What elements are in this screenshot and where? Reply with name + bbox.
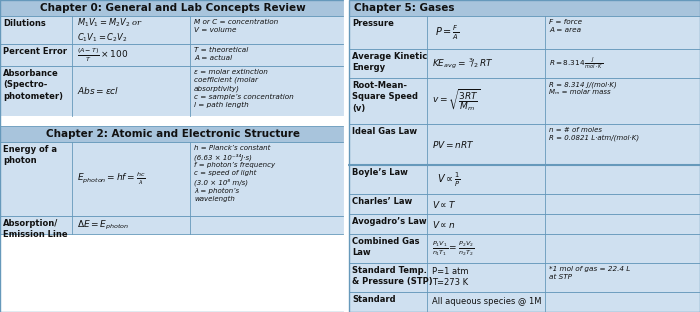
Bar [349,165,700,194]
Bar [0,16,346,44]
Bar [0,66,346,116]
Text: n = # of moles
R = 0.0821 L·atm/(mol·K): n = # of moles R = 0.0821 L·atm/(mol·K) [549,127,639,141]
Text: Chapter 0: General and Lab Concepts Review: Chapter 0: General and Lab Concepts Revi… [40,3,306,13]
Text: T = theoretical
A = actual: T = theoretical A = actual [194,47,248,61]
Text: $V \propto \frac{1}{P}$: $V \propto \frac{1}{P}$ [437,170,461,189]
Bar [349,292,700,312]
Text: Average Kinetic
Energy: Average Kinetic Energy [352,52,427,72]
Text: $\frac{P_1V_1}{n_1T_1} = \frac{P_2V_2}{n_2T_2}$: $\frac{P_1V_1}{n_1T_1} = \frac{P_2V_2}{n… [432,239,475,258]
Text: Avogadro’s Law: Avogadro’s Law [352,217,426,226]
Text: $V \propto T$: $V \propto T$ [432,198,456,209]
Text: Chapter 2: Atomic and Electronic Structure: Chapter 2: Atomic and Electronic Structu… [46,129,300,139]
Text: $PV = nRT$: $PV = nRT$ [432,139,475,150]
Bar [349,263,700,292]
Text: Energy of a
photon: Energy of a photon [3,145,57,165]
Text: $\frac{(A-T)}{T} \times 100$: $\frac{(A-T)}{T} \times 100$ [77,46,129,64]
Text: Chapter 5: Gases: Chapter 5: Gases [354,3,454,13]
Text: Percent Error: Percent Error [3,47,67,56]
Bar [0,216,346,234]
Text: $R = 8.314\,\frac{J}{mol \cdot K}$: $R = 8.314\,\frac{J}{mol \cdot K}$ [549,56,603,71]
Text: *1 mol of gas = 22.4 L
at STP: *1 mol of gas = 22.4 L at STP [549,266,630,280]
Text: $\Delta E = E_{photon}$: $\Delta E = E_{photon}$ [77,218,130,232]
Text: R = 8.314 J/(mol·K)
Mₘ = molar mass: R = 8.314 J/(mol·K) Mₘ = molar mass [549,81,617,95]
Text: $E_{photon} = hf = \frac{hc}{\lambda}$: $E_{photon} = hf = \frac{hc}{\lambda}$ [77,171,146,187]
Text: F = force
A = area: F = force A = area [549,19,582,33]
Bar [349,78,700,124]
Bar [349,49,700,78]
Bar [349,194,700,214]
Text: Charles’ Law: Charles’ Law [352,197,412,206]
Text: All aqueous species @ 1M: All aqueous species @ 1M [432,298,542,306]
Text: Ideal Gas Law: Ideal Gas Law [352,127,417,136]
Bar [0,142,346,216]
Text: $M_1V_1 = M_2V_2$ or
$C_1V_1 = C_2V_2$: $M_1V_1 = M_2V_2$ or $C_1V_1 = C_2V_2$ [77,16,144,44]
Bar [349,0,700,16]
Text: Absorbance
(Spectro-
photometer): Absorbance (Spectro- photometer) [3,69,63,101]
Bar [349,214,700,234]
Bar [349,234,700,263]
Text: $P = \frac{F}{A}$: $P = \frac{F}{A}$ [435,23,459,41]
Bar [0,126,346,142]
Text: $Abs = \varepsilon cl$: $Abs = \varepsilon cl$ [77,85,120,96]
Text: M or C = concentration
V = volume: M or C = concentration V = volume [194,19,279,33]
Text: ε = molar extinction
coefficient (molar
absorptivity)
c = sample’s concentration: ε = molar extinction coefficient (molar … [194,69,294,108]
Text: Boyle’s Law: Boyle’s Law [352,168,408,177]
Text: Standard Temp.
& Pressure (STP): Standard Temp. & Pressure (STP) [352,266,433,286]
Bar [349,16,700,49]
Text: Standard: Standard [352,295,396,304]
Text: $KE_{avg} = \,^3\!/_2\, RT$: $KE_{avg} = \,^3\!/_2\, RT$ [432,56,494,71]
Text: Dilutions: Dilutions [3,19,45,28]
Text: Absorption/
Emission Line: Absorption/ Emission Line [3,219,68,239]
Bar [0,0,346,16]
Bar [349,0,700,312]
Bar [0,0,346,312]
Text: P=1 atm
T=273 K: P=1 atm T=273 K [432,267,468,287]
Bar [0,44,346,66]
Text: Root-Mean-
Square Speed
(v): Root-Mean- Square Speed (v) [352,81,418,113]
Text: $v = \sqrt{\dfrac{3RT}{M_m}}$: $v = \sqrt{\dfrac{3RT}{M_m}}$ [432,88,480,114]
Text: h = Planck’s constant
(6.63 × 10⁻³⁴J·s)
f = photon’s frequency
c = speed of ligh: h = Planck’s constant (6.63 × 10⁻³⁴J·s) … [194,145,275,202]
Text: $V \propto n$: $V \propto n$ [432,218,455,230]
Bar [0,116,346,126]
Text: Pressure: Pressure [352,19,394,28]
Bar [349,124,700,165]
Text: Combined Gas
Law: Combined Gas Law [352,237,419,257]
